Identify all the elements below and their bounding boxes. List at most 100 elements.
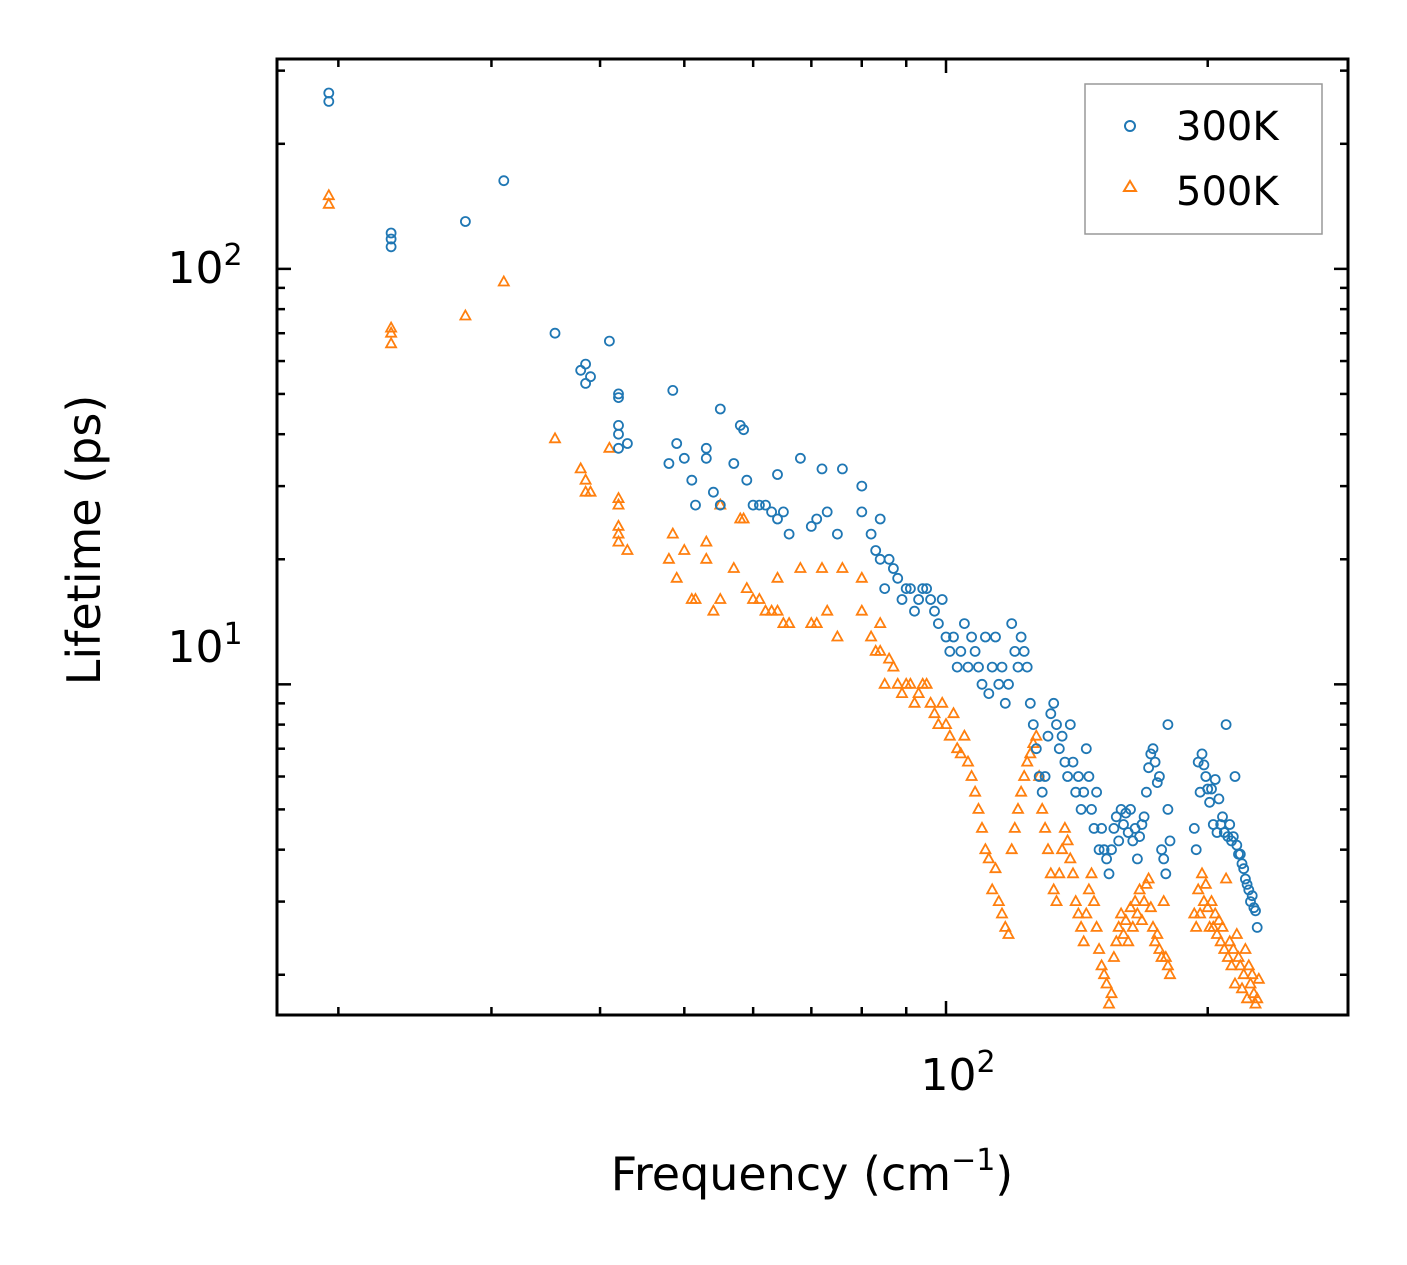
point-500k [1231, 950, 1246, 962]
point-300k [1064, 719, 1076, 730]
point-500k [912, 686, 926, 698]
point-300k [754, 499, 765, 511]
point-300k [1036, 786, 1048, 798]
point-300k [783, 528, 795, 540]
point-500k [322, 196, 336, 209]
point-500k [1097, 967, 1111, 980]
point-500k [1035, 802, 1049, 814]
point-300k [865, 528, 877, 540]
point-500k [1041, 842, 1055, 855]
point-300k [921, 583, 932, 594]
point-500k [939, 717, 953, 729]
x-axis-label: Frequency (cm−1) [611, 1143, 1014, 1201]
point-500k [458, 308, 472, 321]
point-300k [459, 216, 471, 227]
point-300k [613, 442, 624, 454]
point-300k [913, 594, 924, 605]
point-500k [699, 551, 713, 564]
point-300k [1190, 844, 1202, 856]
point-300k [1015, 631, 1027, 643]
point-500k [670, 570, 684, 583]
point-500k [740, 581, 754, 593]
point-500k [727, 561, 741, 573]
point-300k [385, 233, 397, 245]
point-300k [1160, 868, 1172, 880]
point-300k [1118, 819, 1129, 830]
point-300k [1073, 771, 1084, 782]
point-500k [978, 842, 992, 855]
point-300k [747, 499, 759, 511]
point-300k [686, 474, 698, 486]
point-500k [1217, 942, 1231, 954]
point-300k [811, 513, 823, 525]
point-300k [1080, 743, 1092, 755]
point-300k [1096, 823, 1107, 834]
point-500k [815, 561, 829, 573]
point-300k [549, 327, 561, 339]
x-tick-label-100: 102 [920, 1045, 995, 1101]
point-500k [1226, 942, 1240, 954]
point-500k [1150, 927, 1164, 939]
point-500k [1197, 894, 1211, 906]
point-300k [667, 384, 679, 396]
legend: 300K 500K [1084, 83, 1323, 235]
point-500k [699, 534, 713, 547]
point-300k [690, 499, 701, 511]
point-300k [1240, 873, 1251, 885]
point-300k [1164, 835, 1176, 847]
point-300k [1162, 804, 1174, 815]
point-500k [1058, 821, 1072, 833]
point-300k [990, 631, 1001, 643]
point-500k [985, 882, 999, 895]
point-300k [936, 594, 948, 605]
series-300k [323, 87, 1263, 933]
point-500k [1221, 950, 1235, 962]
point-300k [700, 452, 712, 464]
point-500k [793, 561, 807, 573]
point-500k [992, 894, 1006, 906]
point-500k [1215, 920, 1230, 932]
point-500k [1005, 842, 1019, 855]
point-500k [1017, 769, 1031, 781]
point-300k [1088, 823, 1100, 834]
point-300k [1220, 719, 1232, 730]
point-500k [903, 676, 917, 689]
point-500k [1133, 882, 1147, 895]
series-500k [322, 188, 1266, 1009]
point-500k [1252, 971, 1266, 984]
point-300k [1093, 844, 1105, 856]
point-300k [498, 175, 510, 187]
point-300k [772, 513, 783, 525]
point-500k [1061, 833, 1075, 846]
point-300k [1202, 783, 1214, 795]
point-300k [896, 594, 908, 605]
point-300k [1224, 819, 1236, 830]
point-500k [1223, 934, 1237, 947]
point-300k [1138, 811, 1150, 823]
point-300k [1229, 771, 1241, 782]
point-500k [548, 431, 562, 444]
axis-ticks [277, 59, 1348, 1015]
point-500k [891, 676, 905, 689]
point-500k [950, 741, 964, 754]
point-500k [820, 603, 834, 616]
point-300k [766, 506, 777, 518]
point-500k [1112, 920, 1126, 932]
point-300k [999, 697, 1011, 709]
point-500k [855, 603, 869, 616]
point-500k [882, 651, 896, 664]
legend-box [1084, 83, 1323, 235]
point-300k [1241, 879, 1253, 890]
point-300k [969, 646, 981, 657]
point-500k [971, 802, 986, 814]
point-300k [1206, 783, 1217, 795]
point-500k [982, 851, 996, 864]
point-500k [1189, 920, 1203, 932]
point-300k [940, 631, 952, 643]
point-300k [1070, 786, 1082, 798]
point-300k [1158, 853, 1170, 865]
point-300k [874, 513, 886, 525]
point-500k [927, 706, 942, 719]
point-500k [758, 603, 773, 616]
